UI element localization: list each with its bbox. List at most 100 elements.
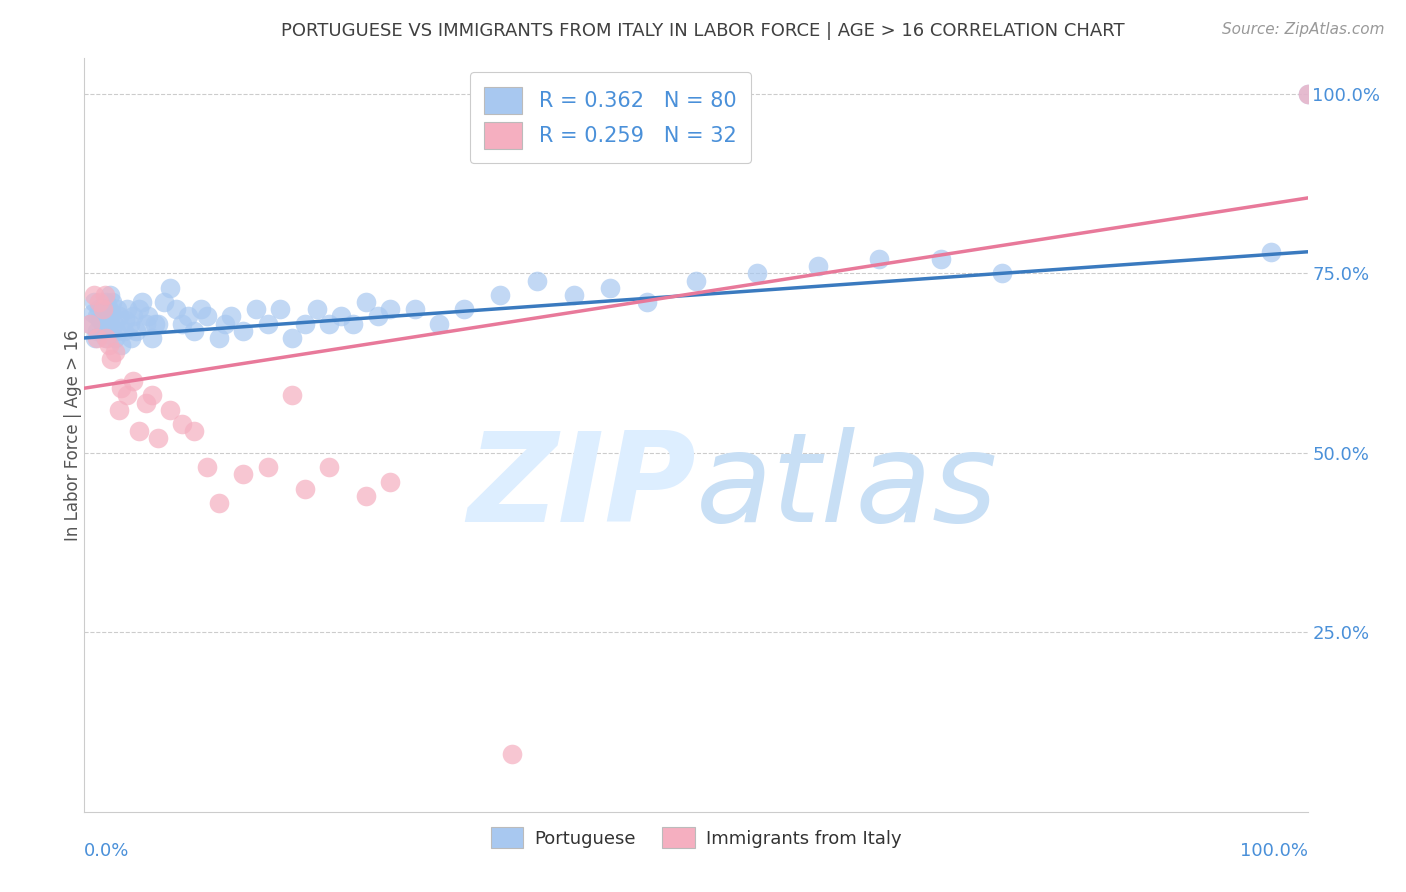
Point <box>93 310 115 324</box>
Point <box>83 295 105 310</box>
Point <box>125 324 148 338</box>
Point <box>183 424 205 438</box>
Point <box>103 317 125 331</box>
Point <box>208 331 231 345</box>
Point <box>245 302 267 317</box>
Point <box>869 252 891 266</box>
Point <box>87 302 110 317</box>
Point <box>89 313 111 327</box>
Point <box>110 381 132 395</box>
Point <box>83 288 105 302</box>
Point <box>100 352 122 367</box>
Point <box>318 317 340 331</box>
Point <box>97 338 120 352</box>
Point <box>281 388 304 402</box>
Point <box>97 313 120 327</box>
Point <box>105 324 128 338</box>
Point <box>172 417 194 431</box>
Point <box>94 288 117 302</box>
Point <box>281 331 304 345</box>
Point <box>502 747 524 762</box>
Text: atlas: atlas <box>696 427 998 548</box>
Point <box>257 317 280 331</box>
Point <box>104 331 127 345</box>
Point <box>330 310 353 324</box>
Point <box>82 306 104 320</box>
Point <box>165 302 187 317</box>
Y-axis label: In Labor Force | Age > 16: In Labor Force | Age > 16 <box>65 329 82 541</box>
Point <box>354 489 377 503</box>
Point <box>141 388 163 402</box>
Point <box>153 295 176 310</box>
Point <box>101 295 124 310</box>
Point <box>91 327 114 342</box>
Text: Source: ZipAtlas.com: Source: ZipAtlas.com <box>1222 22 1385 37</box>
Point <box>526 273 548 287</box>
Point <box>143 317 166 331</box>
Point <box>257 460 280 475</box>
Point <box>97 302 120 317</box>
Point <box>195 310 218 324</box>
Point <box>636 295 658 310</box>
Point <box>128 302 150 317</box>
Point <box>86 324 108 338</box>
Point <box>172 317 194 331</box>
Point <box>141 331 163 345</box>
Point <box>562 288 585 302</box>
Point <box>120 331 142 345</box>
Point <box>354 295 377 310</box>
Point <box>294 482 316 496</box>
Point <box>183 324 205 338</box>
Point <box>84 331 107 345</box>
Point <box>195 460 218 475</box>
Point <box>380 302 402 317</box>
Point <box>807 259 830 273</box>
Point <box>367 310 389 324</box>
Point <box>747 266 769 280</box>
Point <box>114 313 136 327</box>
Point <box>219 310 242 324</box>
Point <box>122 310 145 324</box>
Point <box>91 302 114 317</box>
Point <box>380 475 402 489</box>
Point <box>159 281 181 295</box>
Point <box>79 317 101 331</box>
Point <box>453 302 475 317</box>
Point <box>104 345 127 359</box>
Point <box>599 281 621 295</box>
Point <box>79 317 101 331</box>
Point <box>91 317 114 331</box>
Point <box>177 310 200 324</box>
Point <box>136 310 159 324</box>
Point <box>427 317 450 331</box>
Text: 100.0%: 100.0% <box>1240 842 1308 860</box>
Point <box>232 467 254 482</box>
Point <box>269 302 291 317</box>
Point <box>214 317 236 331</box>
Point <box>98 288 121 302</box>
Point <box>115 388 138 402</box>
Point <box>1260 244 1282 259</box>
Point <box>1296 87 1319 101</box>
Point <box>110 338 132 352</box>
Point <box>146 432 169 446</box>
Text: 0.0%: 0.0% <box>84 842 129 860</box>
Point <box>489 288 512 302</box>
Point <box>135 317 157 331</box>
Point <box>305 302 328 317</box>
Point <box>105 302 128 317</box>
Point <box>86 310 108 324</box>
Point <box>342 317 364 331</box>
Point <box>100 306 122 320</box>
Point <box>107 310 129 324</box>
Point <box>96 331 118 345</box>
Point <box>112 324 135 338</box>
Point <box>294 317 316 331</box>
Point <box>87 295 110 310</box>
Point <box>128 424 150 438</box>
Point <box>94 302 117 317</box>
Point <box>107 402 129 417</box>
Point <box>159 402 181 417</box>
Legend: Portuguese, Immigrants from Italy: Portuguese, Immigrants from Italy <box>484 820 908 855</box>
Point <box>685 273 707 287</box>
